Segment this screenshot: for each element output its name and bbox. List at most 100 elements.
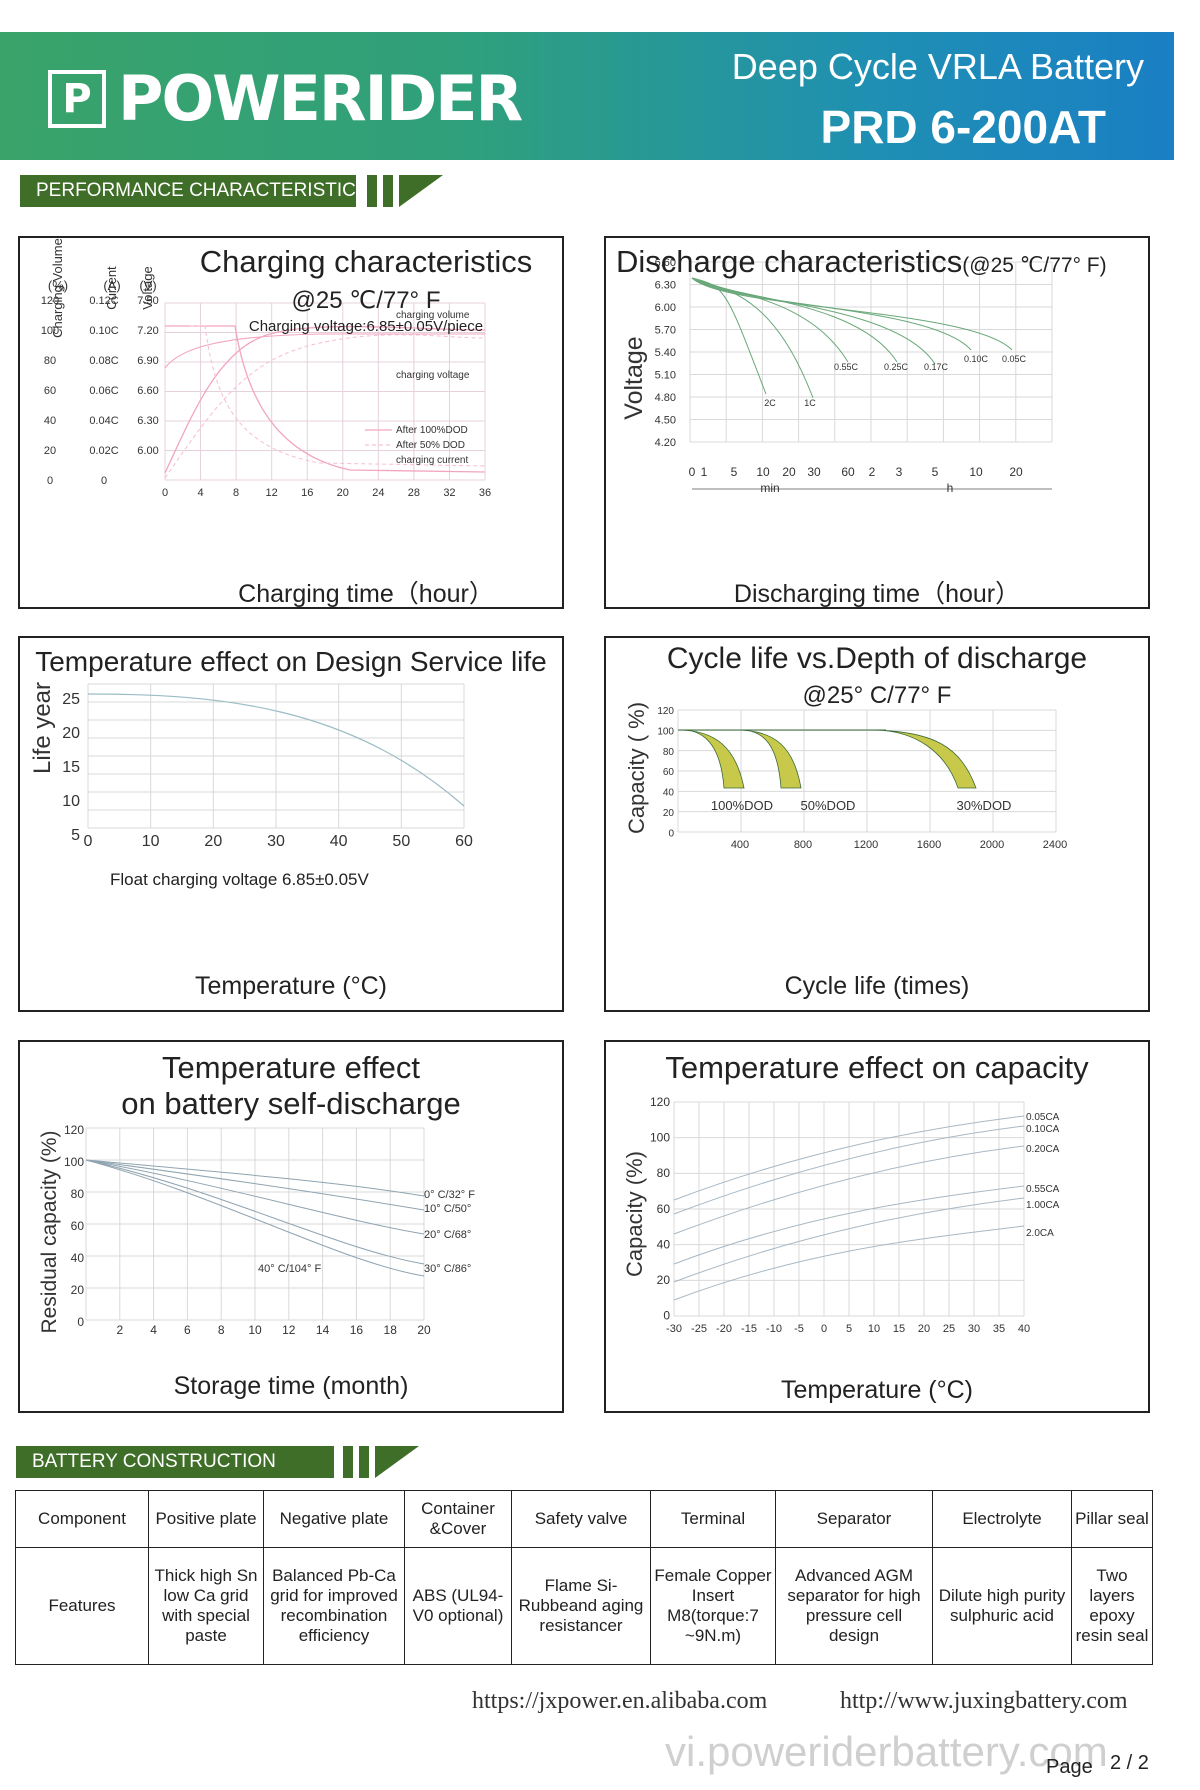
tick-label: 4.20 [655, 437, 676, 449]
tick-label: 80 [657, 1166, 671, 1180]
tick-label: 20 [657, 1273, 671, 1287]
axis-unit: h [947, 481, 954, 495]
discharge-curve [691, 277, 849, 363]
cycle-life-subtitle: @25° C/77° F [802, 682, 952, 709]
tick-label: 6.90 [137, 355, 158, 367]
rate-label: 0.25C [884, 362, 909, 372]
tick-label: 60 [71, 1219, 85, 1233]
tick-label: 800 [794, 839, 812, 851]
curve-label: 40° C/104° F [258, 1263, 321, 1275]
tick-label: 5 [731, 465, 738, 479]
tick-label: 5.70 [655, 325, 676, 337]
capacity-curve [673, 1225, 1025, 1301]
curve-label: 10° C/50° [424, 1203, 471, 1215]
discharge-xlabel: Discharging time（hour） [733, 580, 1021, 608]
temp-capacity-panel: Capacity (%) 120 100 80 60 40 20 0 -30 -25 -20 -15-… [604, 1040, 1150, 1413]
tick-label: 7.20 [137, 325, 158, 337]
tick-label: -20 [716, 1323, 732, 1335]
service-life-panel: Life year 25 20 15 10 5 0 10 20 30 40 50 60 Temperat… [18, 636, 564, 1012]
capacity-curve [673, 1115, 1025, 1201]
tick-label: 1 [701, 465, 708, 479]
tick-label: -25 [691, 1323, 707, 1335]
axis-unit: (V) [139, 278, 156, 293]
table-features-row: Features Thick high Sn low Ca grid with … [15, 1547, 1153, 1665]
tick-label: 10 [969, 465, 983, 479]
rate-label: 2C [764, 398, 776, 408]
rate-label: 0.20CA [1026, 1144, 1060, 1155]
table-cell: Negative plate [263, 1490, 405, 1548]
axis-unit: (A) [103, 278, 120, 293]
tick-label: 8 [233, 487, 239, 499]
y-axis-label: Capacity (%) [622, 1151, 647, 1277]
tick-label: 80 [71, 1187, 85, 1201]
discharge-curve [691, 277, 898, 363]
tick-label: 10 [62, 793, 80, 810]
rate-label: 2.0CA [1026, 1228, 1054, 1239]
charging-voltage-note: Charging voltage:6.85±0.05V/piece [248, 318, 484, 335]
discharge-chart: Voltage 6.60 6.30 6.00 5.70 5.40 5.10 4.80 4.50 4… [620, 257, 1053, 495]
charging-title: Charging characteristics [199, 244, 533, 279]
service-life-title: Temperature effect on Design Service lif… [35, 646, 547, 677]
discharge-characteristics-panel: Voltage 6.60 6.30 6.00 5.70 5.40 5.10 4.80 4.50 4… [604, 236, 1150, 609]
curve-label: charging voltage [396, 370, 470, 381]
tick-label: 20 [1009, 465, 1023, 479]
tick-label: 20 [337, 487, 349, 499]
rate-label: 0.55CA [1026, 1184, 1060, 1195]
tick-label: 0.06C [89, 385, 118, 397]
y-axis-label: Capacity ( %) [624, 702, 649, 834]
tick-label: 0 [47, 475, 53, 487]
charging-chart: Charging Volume Current Voltage (%) (A) (V) 12… [41, 238, 491, 499]
construction-table: Component Positive plate Negative plate … [15, 1490, 1153, 1665]
temp-capacity-xlabel: Temperature (°C) [781, 1376, 973, 1404]
tick-label: 10 [248, 1323, 262, 1337]
tick-label: 0 [668, 828, 674, 839]
tick-label: 120 [64, 1123, 84, 1137]
tick-label: 24 [372, 487, 384, 499]
tick-label: 6.00 [137, 445, 158, 457]
charging-volume-curve [164, 325, 486, 474]
tick-label: 15 [62, 759, 80, 776]
tick-label: 30 [968, 1323, 980, 1335]
tick-label: -10 [766, 1323, 782, 1335]
curve-label: charging volume [396, 310, 470, 321]
section-tab-decoration [367, 175, 443, 207]
self-discharge-curve [85, 1159, 425, 1211]
tick-label: 100 [650, 1131, 670, 1145]
tick-label: 0 [689, 465, 696, 479]
brand-logo: P POWERIDER [48, 62, 523, 135]
tick-label: 0.02C [89, 445, 118, 457]
discharge-curve [691, 277, 936, 365]
curve-label: 0° C/32° F [424, 1189, 475, 1201]
tick-label: 60 [44, 385, 56, 397]
axis-heading: Charging Volume [50, 238, 65, 338]
tick-label: 28 [408, 487, 420, 499]
discharge-curve [691, 277, 767, 395]
axis-unit: min [760, 481, 779, 495]
footer-link-alibaba[interactable]: https://jxpower.en.alibaba.com [472, 1688, 768, 1714]
tick-label: 2 [869, 465, 876, 479]
tick-label: 0.10C [89, 325, 118, 337]
tick-label: 15 [893, 1323, 905, 1335]
table-cell: Dilute high purity sulphuric acid [932, 1547, 1072, 1665]
tick-label: 10 [142, 833, 160, 850]
tick-label: 120 [650, 1095, 670, 1109]
discharge-title-wrap: Discharge characteristics(@25 ℃/77° F) [616, 244, 1107, 280]
tick-label: 40 [330, 833, 348, 850]
footer-link-website[interactable]: http://www.juxingbattery.com [840, 1688, 1128, 1714]
tick-label: 4.50 [655, 415, 676, 427]
tick-label: 120 [657, 706, 674, 717]
band-label: 30%DOD [957, 798, 1012, 813]
charging-subtitle: @25 ℃/77° F [291, 287, 441, 314]
rate-label: 0.10C [964, 354, 989, 364]
capacity-curve [673, 1185, 1025, 1265]
tick-label: 1200 [854, 839, 878, 851]
tick-label: 6.60 [137, 385, 158, 397]
table-cell: Component [15, 1490, 149, 1548]
y-axis-label: Life year [29, 682, 56, 774]
tick-label: 60 [663, 767, 675, 778]
tick-label: 0.04C [89, 415, 118, 427]
tick-label: -30 [666, 1323, 682, 1335]
table-cell: Advanced AGM separator for high pressure… [775, 1547, 933, 1665]
tick-label: 50 [392, 833, 410, 850]
